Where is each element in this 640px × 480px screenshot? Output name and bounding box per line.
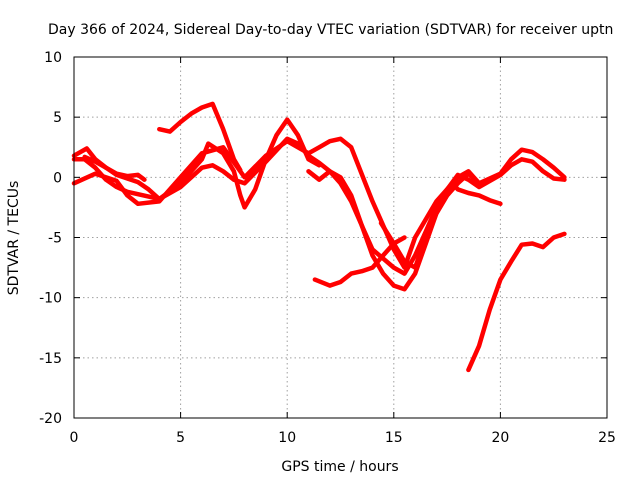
series-trace-8 [378, 181, 461, 270]
y-tick-label: -10 [39, 291, 62, 307]
series-trace-3 [71, 136, 567, 270]
x-tick-label: 5 [176, 430, 185, 446]
plot-frame [73, 56, 608, 419]
series-trace-1 [71, 146, 147, 182]
x-axis-title: GPS time / hours [281, 459, 398, 475]
x-tick-label: 20 [491, 430, 509, 446]
series-trace-4 [82, 136, 567, 276]
y-tick-label: -20 [39, 411, 62, 427]
chart-title: Day 366 of 2024, Sidereal Day-to-day VTE… [48, 22, 613, 38]
y-tick-label: 5 [53, 110, 62, 126]
y-tick-label: -5 [48, 231, 62, 247]
data-traces [71, 101, 567, 373]
series-trace-9 [451, 182, 503, 207]
y-tick-label: 0 [53, 170, 62, 186]
series-trace-10 [466, 231, 567, 373]
y-axis-title: SDTVAR / TECUs [6, 181, 22, 296]
y-tick-label: 10 [44, 50, 62, 66]
y-tick-label: -15 [39, 351, 62, 367]
series-trace-2 [71, 117, 322, 210]
x-tick-label: 25 [598, 430, 616, 446]
x-tick-label: 0 [70, 430, 79, 446]
series-trace-6 [312, 235, 407, 288]
x-tick-label: 15 [385, 430, 403, 446]
grid-lines [74, 57, 607, 418]
y-tick-labels: -20 -15 -10 -5 0 5 10 [39, 50, 62, 427]
x-tick-labels: 0 5 10 15 20 25 [70, 430, 616, 446]
series-trace-5 [157, 101, 243, 173]
x-tick-label: 10 [278, 430, 296, 446]
